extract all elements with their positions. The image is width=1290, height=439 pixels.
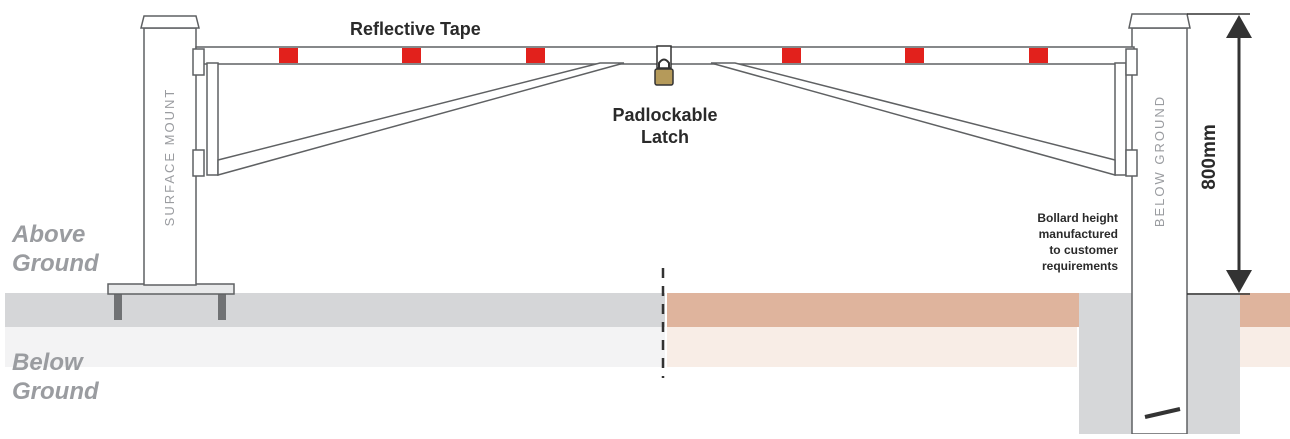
padlock-body [654,68,674,86]
bollard-note-line: Bollard height [1037,211,1118,225]
dimension-label: 800mm [1199,124,1220,190]
hinge-bottom-right [1125,149,1138,177]
anchor-rod [1144,407,1181,419]
right-stile [1114,62,1127,176]
ground-surface-grey [5,293,665,327]
post-cap-left [140,15,200,29]
left-brace [217,62,625,176]
arrowhead-up [1226,15,1252,38]
ground-below-tan [667,327,1077,367]
reflective-tape-label: Reflective Tape [350,19,481,39]
bollard-note-line: requirements [1041,259,1118,273]
post-cap-right [1128,13,1191,29]
tape-band [402,48,421,63]
bollard-note-line: manufactured [1038,227,1118,241]
post-body-left [143,27,197,286]
below-ground-line: Below [12,349,83,376]
height-dimension [1187,13,1252,295]
below-ground-line: Ground [12,378,99,405]
post-body-right [1131,27,1188,435]
hinge-top-left [192,48,205,76]
ground-below-tan-right [1240,327,1290,367]
surface-mount-post [107,15,235,320]
padlockable-text: Padlockable [612,105,718,125]
right-brace [710,62,1116,176]
padlock-icon [654,45,674,86]
ground-surface-tan-right [1240,293,1290,327]
reflective-tape-bands [279,48,1048,63]
above-ground-line: Above [12,221,86,248]
padlock-shackle [658,58,670,70]
base-plate-bolt-right [218,292,226,320]
latch-text: Latch [640,127,689,147]
below-ground-post-label: BELOW GROUND [1152,94,1167,228]
above-ground-label: Above Ground [12,220,99,278]
tape-band [782,48,801,63]
hinge-bottom-left [192,149,205,177]
tape-band [905,48,924,63]
hinge-top-right [1125,48,1138,76]
base-plate-bolt-left [114,292,122,320]
tape-band [279,48,298,63]
above-ground-line: Ground [12,250,99,277]
padlockable-latch-label: Padlockable Latch [600,104,730,148]
ground-below-grey [5,327,665,367]
bollard-height-note: Bollard height manufactured to customer … [1000,210,1118,274]
bollard-note-line: to customer [1049,243,1118,257]
ground [5,293,1290,434]
below-ground-label: Below Ground [12,348,99,406]
arrowhead-down [1226,270,1252,293]
ground-surface-tan [667,293,1079,327]
tape-band [1029,48,1048,63]
surface-mount-label: SURFACE MOUNT [162,87,177,227]
left-stile [206,62,219,176]
tape-band [526,48,545,63]
